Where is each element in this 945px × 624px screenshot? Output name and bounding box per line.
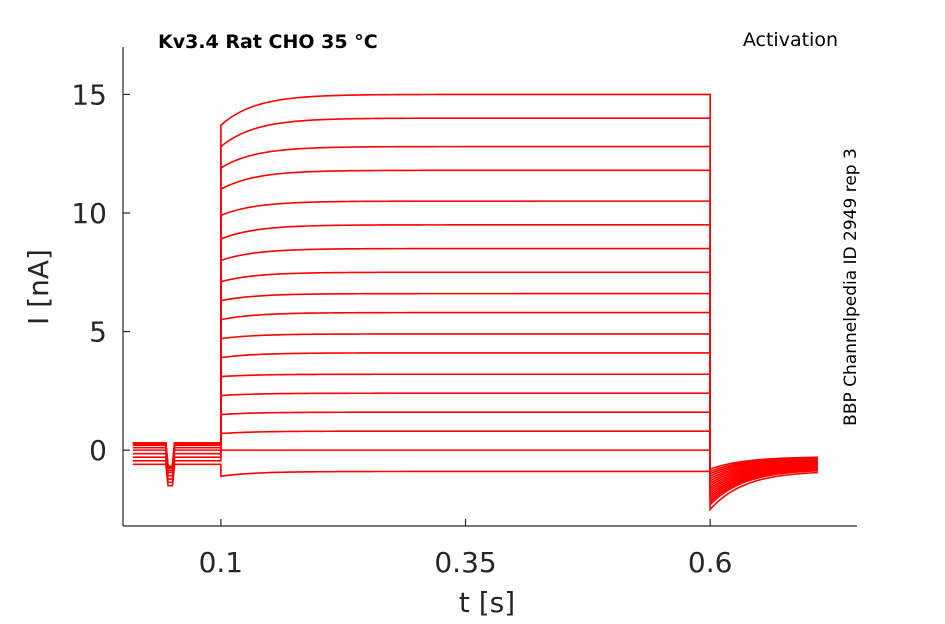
current-trace <box>132 145 818 505</box>
axes <box>122 47 857 527</box>
current-trace <box>132 271 818 493</box>
current-trace <box>132 333 818 485</box>
y-tick-label: 10 <box>71 197 107 230</box>
plot-traces <box>132 93 818 512</box>
x-tick-label: 0.35 <box>434 546 496 579</box>
current-trace <box>132 200 818 500</box>
y-tick-label: 5 <box>89 316 107 349</box>
y-tick-label: 15 <box>71 78 107 111</box>
current-trace <box>132 352 818 483</box>
chart-title: Kv3.4 Rat CHO 35 °C <box>158 31 378 53</box>
y-ticks: 0 5 10 15 <box>71 78 130 467</box>
current-trace <box>132 373 818 480</box>
current-trace <box>132 292 818 490</box>
current-trace <box>132 430 818 480</box>
current-trace <box>132 93 818 512</box>
current-trace <box>132 247 818 495</box>
x-axis-label: t [s] <box>459 586 515 619</box>
current-trace <box>132 411 818 477</box>
x-ticks: 0.1 0.35 0.6 <box>199 519 733 579</box>
current-trace <box>132 449 818 484</box>
x-tick-label: 0.6 <box>688 546 733 579</box>
x-tick-label: 0.1 <box>199 546 244 579</box>
chart-subtitle: Activation <box>743 29 838 51</box>
y-axis-label: I [nA] <box>22 249 55 325</box>
current-trace <box>132 311 818 488</box>
current-trace <box>132 392 818 478</box>
side-annotation: BBP Channelpedia ID 2949 rep 3 <box>841 148 861 426</box>
current-trace <box>132 224 818 497</box>
y-tick-label: 0 <box>89 434 107 467</box>
current-trace <box>132 117 818 507</box>
